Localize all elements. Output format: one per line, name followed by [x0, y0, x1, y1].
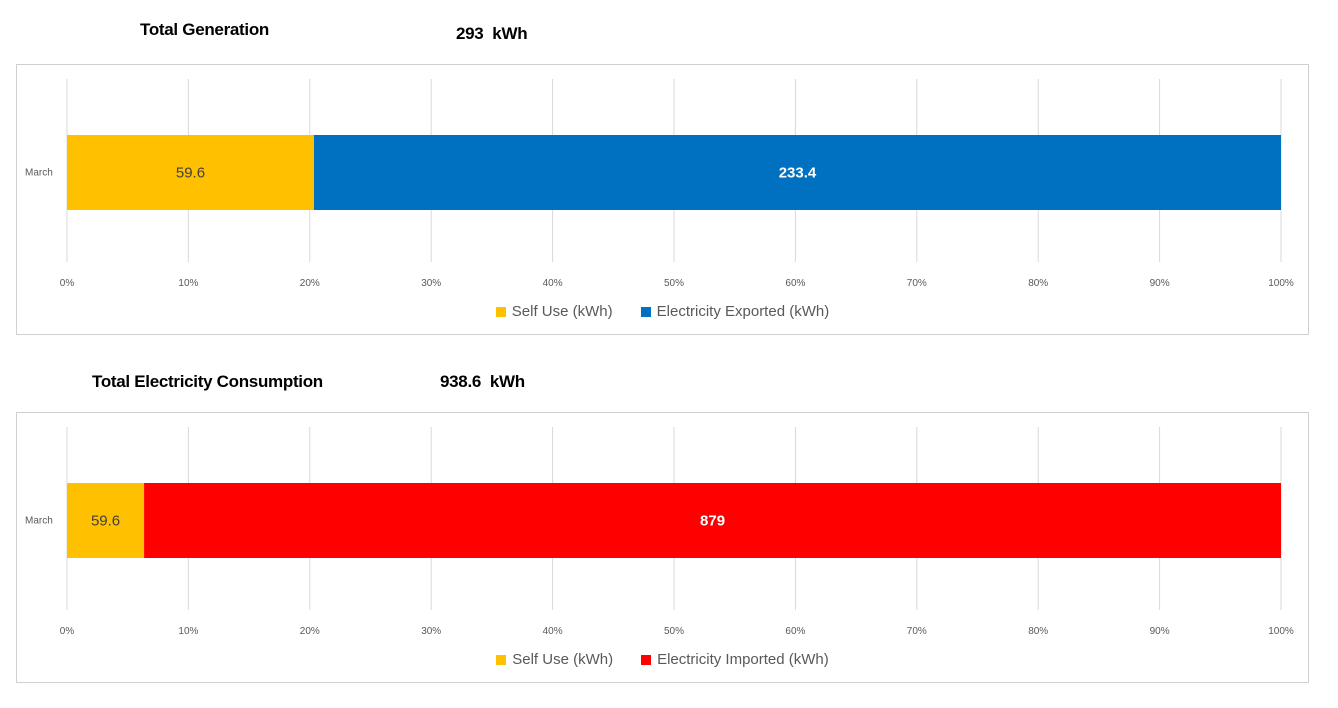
legend-label: Self Use (kWh) [511, 303, 613, 320]
legend-swatch [641, 654, 652, 665]
x-tick-label: 80% [1028, 278, 1048, 289]
bar-segment [67, 135, 314, 210]
legend-item: Self Use (kWh) [495, 303, 613, 320]
bar-segment [67, 483, 145, 558]
x-tick-label: 100% [1268, 278, 1294, 289]
legend-swatch [640, 306, 651, 317]
x-tick-label: 10% [178, 626, 198, 637]
consumption-chart-svg: 0% 10% 20% 30% 40% 50% 60% 70% 80% 90% 100% March 59… [25, 427, 1294, 637]
legend-item: Self Use (kWh) [496, 651, 613, 668]
x-tick-label: 50% [664, 278, 684, 289]
chart-1-title: Total Generation [140, 20, 270, 39]
x-tick-label: 30% [421, 626, 441, 637]
x-tick-label: 70% [907, 626, 927, 637]
chart-2-title: Total Electricity Consumption [92, 372, 323, 391]
legend-label: Electricity Imported (kWh) [657, 651, 829, 668]
x-tick-label: 70% [907, 278, 927, 289]
generation-legend: Self Use (kWh) Electricity Exported (kWh) [17, 303, 1308, 320]
bar-segment [313, 135, 1281, 210]
x-tick-label: 90% [1150, 278, 1170, 289]
legend-label: Electricity Exported (kWh) [656, 303, 830, 320]
x-tick-label: 10% [178, 278, 198, 289]
data-label: 59.6 [91, 513, 120, 530]
data-label: 879 [700, 513, 725, 530]
data-label: 59.6 [176, 165, 205, 182]
generation-chart-svg: 0% 10% 20% 30% 40% 50% 60% 70% 80% 90% 100% March 59… [25, 79, 1294, 289]
x-tick-label: 40% [543, 278, 563, 289]
consumption-chart: 0% 10% 20% 30% 40% 50% 60% 70% 80% 90% 100% March 59… [16, 412, 1309, 683]
legend-item: Electricity Exported (kWh) [640, 303, 830, 320]
x-tick-label: 0% [60, 278, 75, 289]
chart-2-total: 938.6 kWh [440, 372, 525, 391]
x-tick-label: 20% [300, 626, 320, 637]
x-tick-label: 90% [1150, 626, 1170, 637]
x-tick-label: 100% [1268, 626, 1294, 637]
category-label: March [25, 516, 53, 527]
x-tick-label: 80% [1028, 626, 1048, 637]
legend-swatch [495, 306, 506, 317]
x-tick-label: 50% [664, 626, 684, 637]
x-tick-label: 60% [785, 626, 805, 637]
legend-item: Electricity Imported (kWh) [641, 651, 829, 668]
x-tick-label: 0% [60, 626, 75, 637]
legend-label: Self Use (kWh) [512, 651, 614, 668]
consumption-legend: Self Use (kWh) Electricity Imported (kWh) [17, 651, 1308, 668]
data-label: 233.4 [779, 165, 817, 182]
chart-1-total: 293 kWh [456, 24, 528, 43]
x-tick-label: 20% [300, 278, 320, 289]
bar-segment [144, 483, 1281, 558]
legend-swatch [496, 654, 507, 665]
x-tick-label: 30% [421, 278, 441, 289]
x-tick-label: 40% [543, 626, 563, 637]
x-tick-label: 60% [785, 278, 805, 289]
generation-chart: 0% 10% 20% 30% 40% 50% 60% 70% 80% 90% 100% March 59… [16, 64, 1309, 335]
category-label: March [25, 168, 53, 179]
